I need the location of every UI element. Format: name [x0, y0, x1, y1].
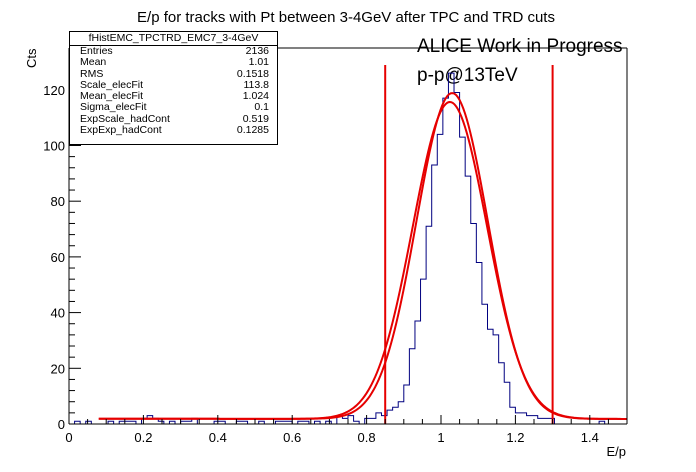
stat-row-rms: RMS 0.1518 [70, 67, 277, 80]
stat-label: RMS [80, 67, 104, 80]
fit-curve-1 [98, 101, 627, 420]
stat-value: 113.8 [243, 78, 270, 91]
stat-value: 1.01 [248, 56, 269, 69]
stats-title: fHistEMC_TPCTRD_EMC7_3-4GeV [70, 32, 277, 46]
x-tick-label: 0.6 [283, 430, 301, 445]
stat-value: 0.1518 [236, 67, 269, 80]
stats-box: fHistEMC_TPCTRD_EMC7_3-4GeV Entries 2136… [69, 31, 278, 145]
y-tick-label: 0 [58, 417, 65, 432]
y-tick-label: 80 [51, 194, 65, 209]
x-tick-label: 0.8 [358, 430, 376, 445]
stat-label: Mean [80, 56, 107, 69]
annotation-energy: p-p@13TeV [417, 65, 518, 86]
y-tick-label: 20 [51, 361, 65, 376]
stat-label: ExpScale_hadCont [80, 112, 170, 125]
axes-layer: 0 0.2 0.4 0.6 0.8 1 1.2 1.4 0 20 40 60 80 100 120 [43, 47, 628, 445]
stat-label: ExpExp_hadCont [80, 124, 162, 137]
stat-label: Sigma_elecFit [80, 101, 147, 114]
y-axis-label: Cts [24, 48, 39, 68]
y-tick-label: 100 [43, 138, 65, 153]
stat-row-mean-fit: Mean_elecFit 1.024 [70, 90, 277, 103]
fit-layer [98, 92, 627, 420]
chart-title: E/p for tracks with Pt between 3-4GeV af… [137, 9, 555, 26]
y-tick-label: 60 [51, 250, 65, 265]
x-tick-label: 0 [65, 430, 72, 445]
y-tick-label: 40 [51, 306, 65, 321]
stat-value: 2136 [245, 45, 269, 57]
stat-row-exp-scale: ExpScale_hadCont 0.519 [70, 112, 277, 125]
histogram-layer [69, 72, 627, 425]
stat-row-sigma-fit: Sigma_elecFit 0.1 [70, 101, 277, 114]
stat-row-entries: Entries 2136 [70, 45, 277, 57]
histogram-line [69, 72, 627, 425]
stat-value: 1.024 [242, 90, 269, 103]
annotation-alice: ALICE Work in Progress [417, 36, 623, 57]
x-tick-label: 1.2 [506, 430, 524, 445]
stat-label: Scale_elecFit [80, 78, 144, 91]
cut-lines-layer [384, 65, 554, 424]
x-axis-label: E/p [606, 444, 626, 459]
stat-row-mean: Mean 1.01 [70, 56, 277, 69]
stat-row-scale: Scale_elecFit 113.8 [70, 78, 277, 91]
stat-label: Entries [80, 45, 113, 57]
x-tick-label: 1 [437, 430, 444, 445]
stat-value: 0.1285 [236, 124, 269, 137]
x-tick-label: 0.2 [134, 430, 152, 445]
y-tick-label: 120 [43, 83, 65, 98]
stat-label: Mean_elecFit [80, 90, 144, 103]
fit-curve-2 [98, 92, 627, 420]
x-tick-label: 0.4 [209, 430, 227, 445]
stat-value: 0.1 [254, 101, 269, 114]
x-tick-label: 1.4 [581, 430, 599, 445]
stat-value: 0.519 [242, 112, 269, 125]
stat-row-exp-exp: ExpExp_hadCont 0.1285 [70, 124, 277, 137]
